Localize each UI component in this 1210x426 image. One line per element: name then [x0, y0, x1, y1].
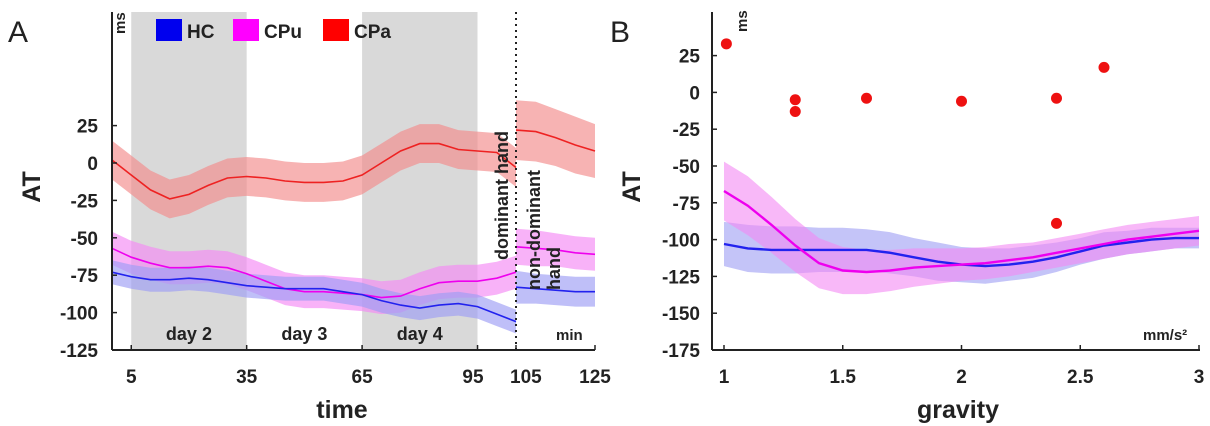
- a-ytick-label: 25: [77, 117, 99, 138]
- period-label: day 2: [166, 324, 212, 344]
- a-xtick-label: 35: [236, 367, 258, 388]
- point-cpa: [720, 38, 732, 50]
- legend-swatch-cpu: [233, 19, 259, 41]
- non-dominant-line-2: hand: [544, 247, 564, 290]
- band-cpu-seg2: [112, 231, 516, 315]
- b-ytick-label: 25: [679, 47, 701, 68]
- b-ytick-label: -75: [673, 194, 701, 215]
- a-xtick-label: 65: [352, 367, 374, 388]
- point-cpa: [1051, 217, 1062, 229]
- panel-a: A -125 -100 -75 -50 -25 0 25 5 35 65 95 105 125 ms m…: [8, 12, 611, 424]
- a-ytick-label: -50: [71, 229, 98, 250]
- point-cpa: [1051, 92, 1062, 104]
- dominant-hand-label: dominant hand: [492, 131, 512, 260]
- b-xtick-label: 2.5: [1067, 367, 1094, 388]
- point-cpa: [861, 92, 872, 104]
- legend-label-cpa: CPa: [354, 22, 391, 43]
- panel-a-y-unit: ms: [112, 12, 129, 34]
- point-cpa: [956, 95, 967, 107]
- b-ytick-label: -25: [673, 120, 701, 141]
- panel-b-x-unit: mm/s²: [1143, 327, 1187, 344]
- legend-label-cpu: CPu: [264, 22, 302, 43]
- a-xtick-label: 95: [462, 367, 484, 388]
- band-cpu: [724, 161, 1199, 295]
- non-dominant-hand-label: non-dominant hand: [524, 170, 564, 290]
- a-ytick-label: -100: [60, 304, 98, 325]
- b-xtick-label: 3: [1194, 367, 1205, 388]
- line-cpu: [723, 189, 1200, 274]
- a-xtick-label: 5: [126, 367, 137, 388]
- panel-b-label: B: [610, 16, 630, 49]
- point-cpa: [1098, 61, 1110, 73]
- panel-a-x-title: time: [316, 396, 368, 424]
- non-dominant-line-1: non-dominant: [524, 170, 544, 290]
- a-ytick-label: 0: [87, 154, 98, 175]
- band-hc-seg5: [516, 270, 595, 307]
- b-xtick-label: 1: [719, 367, 730, 388]
- legend-swatch-cpa: [323, 19, 349, 41]
- legend-label-hc: HC: [187, 22, 215, 43]
- line-hc-seg5: [515, 286, 595, 293]
- a-ytick-label: -25: [71, 191, 99, 212]
- period-label: day 3: [281, 324, 327, 344]
- point-cpa: [789, 106, 801, 118]
- band-cpa-seg1: [516, 100, 595, 178]
- a-ytick-label: -125: [60, 341, 98, 362]
- line-cpu-seg3: [515, 246, 596, 256]
- panel-a-label: A: [8, 16, 28, 49]
- panel-b-y-unit: ms: [734, 10, 751, 32]
- point-cpa: [789, 94, 801, 106]
- line-cpu-seg2: [111, 247, 517, 299]
- line-cpa-seg1: [515, 129, 596, 152]
- a-ytick-label: -75: [71, 266, 99, 287]
- b-ytick-label: -100: [662, 231, 700, 252]
- period-label: day 4: [397, 324, 443, 344]
- a-xtick-label: 105: [510, 367, 542, 388]
- legend: HC CPu CPa: [156, 19, 391, 43]
- b-xtick-label: 2: [956, 367, 967, 388]
- b-ytick-label: -50: [673, 157, 700, 178]
- b-ytick-label: -125: [662, 267, 700, 288]
- panel-a-x-unit: min: [556, 327, 583, 344]
- band-cpa-seg0: [112, 124, 516, 219]
- band-hc-seg4: [112, 260, 516, 334]
- panel-b-x-title: gravity: [917, 396, 999, 424]
- b-ytick-label: -150: [662, 304, 700, 325]
- legend-swatch-hc: [156, 19, 182, 41]
- b-xtick-label: 1.5: [830, 367, 857, 388]
- a-xtick-label: 125: [579, 367, 611, 388]
- line-cpa-seg0: [111, 142, 517, 200]
- b-ytick-label: 0: [689, 83, 700, 104]
- panel-b-y-title: AT: [618, 171, 646, 202]
- line-hc-seg4: [111, 271, 517, 323]
- b-ytick-label: -175: [662, 341, 700, 362]
- panel-a-y-title: AT: [18, 171, 46, 202]
